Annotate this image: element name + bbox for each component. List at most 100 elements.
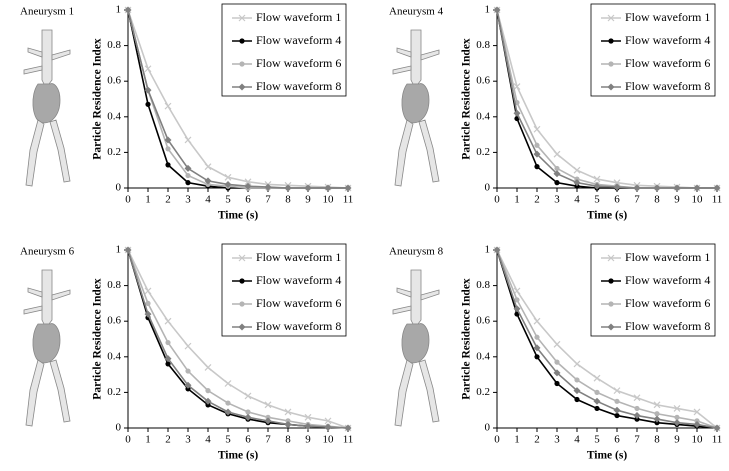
x-tick-label: 7 [634, 194, 640, 206]
data-point [284, 420, 292, 428]
legend-label: Flow waveform 6 [256, 296, 341, 310]
data-point [574, 377, 580, 383]
data-point [614, 398, 620, 404]
data-point [144, 65, 152, 73]
legend-label: Flow waveform 6 [256, 56, 341, 70]
y-tick-label: 0.4 [107, 110, 121, 122]
legend-marker [608, 278, 614, 284]
data-point [513, 83, 521, 90]
y-tick-label: 0.2 [107, 146, 121, 158]
data-point [264, 401, 272, 409]
y-tick-label: 0.2 [476, 386, 490, 398]
data-point [593, 374, 601, 382]
x-tick-label: 0 [125, 194, 131, 206]
data-point [634, 416, 640, 422]
vessel [23, 47, 71, 75]
data-point [553, 170, 561, 178]
data-point [204, 177, 212, 185]
y-axis-label: Particle Residence Index [461, 278, 473, 400]
data-point [165, 146, 171, 152]
data-point [244, 178, 252, 186]
data-point [653, 184, 661, 192]
data-point [324, 417, 332, 425]
data-point [573, 166, 581, 174]
y-tick-label: 0.4 [476, 110, 490, 122]
legend-marker [239, 38, 245, 44]
data-point [224, 173, 232, 181]
series-line [496, 249, 718, 429]
data-point [284, 408, 292, 416]
data-point [573, 360, 581, 368]
data-point [634, 405, 640, 412]
y-tick-label: 0.6 [107, 315, 121, 327]
aneurysm-model [23, 269, 71, 427]
y-axis-label: Particle Residence Index [461, 38, 473, 160]
data-point [713, 424, 721, 432]
data-point [145, 300, 151, 306]
x-tick-label: 11 [343, 434, 354, 446]
x-tick-label: 2 [165, 194, 171, 206]
data-point [673, 404, 681, 412]
data-point [244, 182, 252, 190]
y-tick-label: 0.2 [107, 386, 121, 398]
data-point [554, 180, 560, 186]
vessel [410, 29, 422, 85]
legend-label: Flow waveform 8 [625, 79, 710, 93]
legend-marker [238, 254, 246, 262]
data-point [164, 136, 172, 144]
data-point [185, 180, 191, 186]
x-tick-label: 11 [712, 434, 723, 446]
aneurysm-sac [401, 83, 430, 124]
data-point [184, 381, 192, 389]
data-point [185, 386, 191, 392]
data-point [344, 184, 352, 192]
data-point [164, 355, 172, 363]
aneurysm-sac [32, 323, 61, 364]
data-point [574, 176, 580, 182]
x-tick-label: 4 [205, 194, 211, 206]
chart-panel: Aneurysm 800.20.40.60.810 1 2 3 4 5 6 7 8 9 10 11Ti… [389, 244, 722, 462]
series-line [496, 249, 718, 429]
x-tick-label: 8 [285, 194, 291, 206]
aneurysm-sac [32, 83, 61, 124]
x-tick-label: 6 [614, 434, 620, 446]
data-point [653, 415, 661, 423]
data-point [513, 305, 521, 313]
data-point [304, 184, 312, 192]
data-point [573, 179, 581, 187]
legend-marker [239, 278, 245, 284]
x-tick-label: 10 [323, 434, 335, 446]
legend-label: Flow waveform 1 [625, 10, 710, 24]
panel-label: Aneurysm 4 [389, 6, 444, 18]
x-tick-label: 6 [245, 434, 251, 446]
vessel [41, 269, 53, 325]
vessel [25, 359, 71, 427]
data-point [593, 397, 601, 405]
legend-label: Flow waveform 1 [256, 10, 341, 24]
chart-panel: Aneurysm 400.20.40.60.810 1 2 3 4 5 6 7 8 9 10 11Ti… [389, 4, 722, 222]
x-tick-label: 6 [614, 194, 620, 206]
data-point [613, 406, 621, 414]
data-point [693, 408, 701, 416]
x-tick-label: 3 [185, 194, 191, 206]
data-point [205, 402, 211, 408]
aneurysm-model [23, 29, 71, 187]
legend-label: Flow waveform 4 [256, 273, 341, 287]
data-point [594, 405, 600, 412]
data-point [514, 297, 520, 303]
data-point [185, 172, 191, 179]
y-axis-label: Particle Residence Index [92, 38, 104, 160]
legend-marker [238, 83, 246, 91]
x-tick-label: 9 [674, 194, 680, 206]
x-tick-label: 3 [554, 194, 560, 206]
x-tick-label: 1 [514, 194, 520, 206]
data-point [674, 414, 680, 420]
data-point [594, 389, 600, 395]
legend-marker [239, 301, 245, 307]
panel-label: Aneurysm 1 [20, 6, 74, 18]
x-tick-label: 8 [654, 194, 660, 206]
data-point [673, 184, 681, 192]
legend-marker [608, 301, 614, 307]
data-point [554, 165, 560, 172]
data-point [165, 339, 171, 346]
